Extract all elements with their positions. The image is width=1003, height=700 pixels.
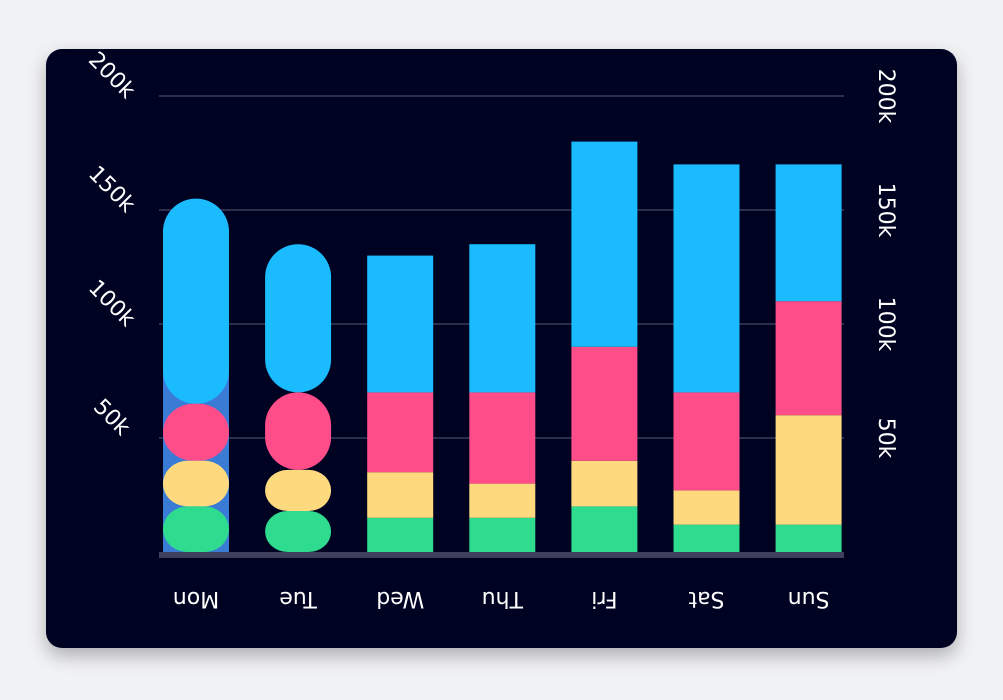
segment-wed-2 xyxy=(367,392,434,473)
segment-thu-3 xyxy=(469,244,536,393)
stacked-bar-chart: 50k 100k 150k 200k 50k 100k 150k 200k Mon Tue We… xyxy=(46,49,957,648)
segment-fri-0 xyxy=(571,506,638,552)
segment-sun-0 xyxy=(775,524,842,552)
x-tick-sun: Sun xyxy=(788,586,830,611)
x-tick-wed: Wed xyxy=(376,586,424,611)
chart-card: 50k 100k 150k 200k 50k 100k 150k 200k Mon Tue We… xyxy=(46,49,957,648)
segment-thu-1 xyxy=(469,483,536,518)
segment-wed-1 xyxy=(367,472,434,518)
x-tick-sat: Sat xyxy=(688,586,724,611)
segment-mon-3 xyxy=(163,198,229,404)
segment-thu-0 xyxy=(469,517,536,552)
x-tick-tue: Tue xyxy=(279,586,318,611)
segment-sat-2 xyxy=(673,392,740,491)
bar-fri xyxy=(571,141,638,552)
x-axis-baseline xyxy=(159,552,844,558)
bar-sun xyxy=(775,164,842,552)
y-axis-right: 50k 100k 150k 200k xyxy=(873,69,898,459)
x-axis-labels: Mon Tue Wed Thu Fri Sat Sun xyxy=(173,586,830,611)
segment-sun-3 xyxy=(775,164,842,302)
bar-thu xyxy=(469,244,536,552)
segment-mon-1 xyxy=(163,460,229,507)
segment-sat-1 xyxy=(673,490,740,525)
segment-tue-3 xyxy=(265,244,332,393)
segment-sat-3 xyxy=(673,164,740,393)
segment-fri-3 xyxy=(571,141,638,347)
segment-sun-2 xyxy=(775,301,842,416)
segment-thu-2 xyxy=(469,392,536,484)
y-tick-right-50k: 50k xyxy=(873,418,898,459)
segment-fri-2 xyxy=(571,346,638,461)
y-tick-right-150k: 150k xyxy=(873,183,898,238)
bar-tue xyxy=(265,244,332,552)
segment-tue-1 xyxy=(265,469,332,511)
segment-tue-0 xyxy=(265,510,332,552)
segment-mon-0 xyxy=(163,506,229,552)
x-tick-mon: Mon xyxy=(173,586,219,611)
y-tick-right-100k: 100k xyxy=(873,297,898,352)
y-tick-right-200k: 200k xyxy=(873,69,898,124)
bar-sat xyxy=(673,164,740,552)
segment-sat-0 xyxy=(673,524,740,552)
segment-sun-1 xyxy=(775,415,842,525)
bars xyxy=(163,141,842,552)
segment-fri-1 xyxy=(571,460,638,507)
segment-mon-2 xyxy=(163,403,229,461)
bar-mon xyxy=(163,198,229,552)
segment-wed-3 xyxy=(367,255,434,393)
bar-wed xyxy=(367,255,434,552)
x-tick-thu: Thu xyxy=(482,586,524,611)
x-tick-fri: Fri xyxy=(591,586,617,611)
segment-wed-0 xyxy=(367,517,434,552)
segment-tue-2 xyxy=(265,392,332,470)
